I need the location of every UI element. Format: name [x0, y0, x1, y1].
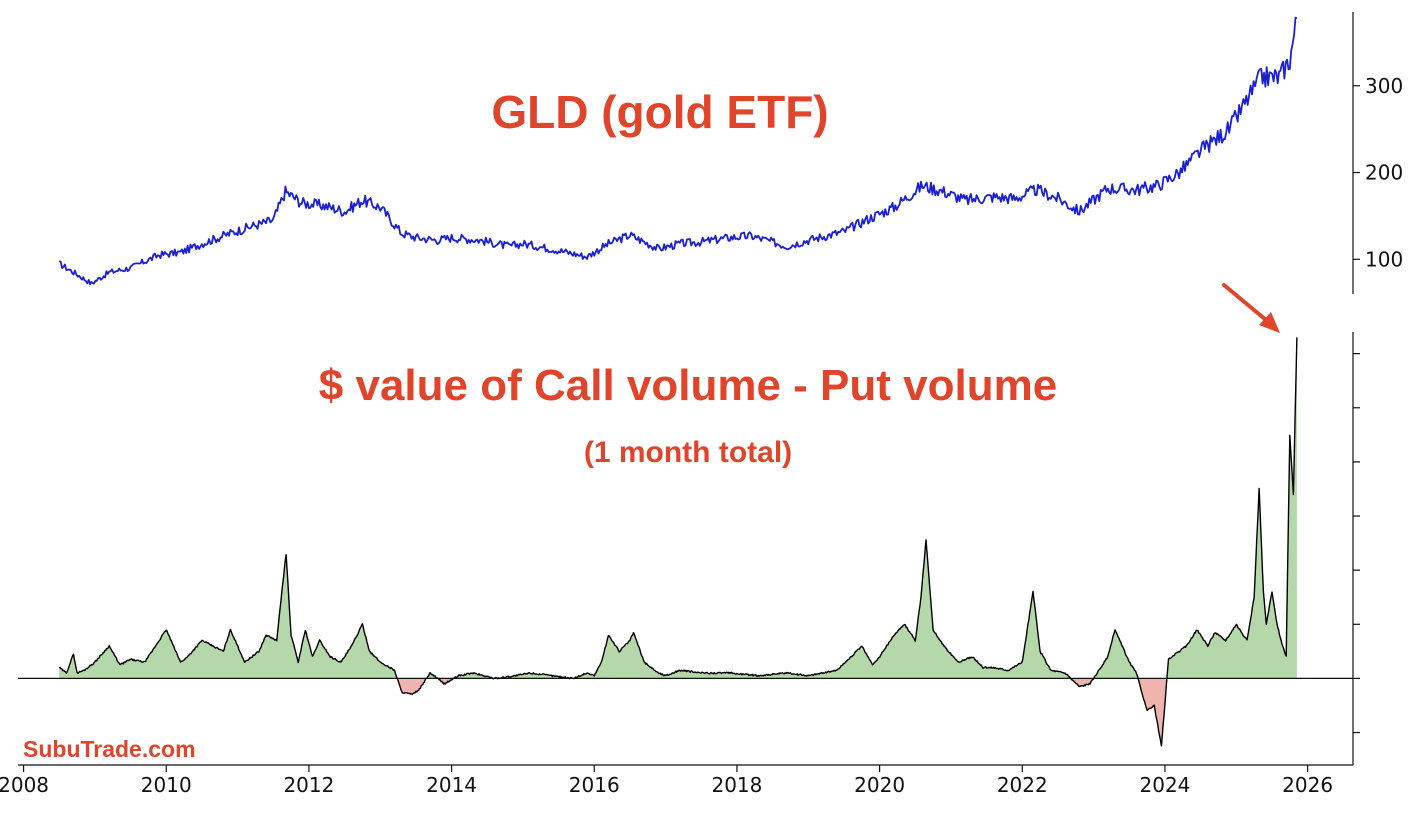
- x-tick-label-2020: 2020: [854, 773, 905, 797]
- call-put-panel: 2008 2010 2012 2014 2016 2018 2020 2022 2024 2026…: [0, 283, 1360, 797]
- call-put-fill-17: [1137, 675, 1167, 746]
- gld-price-panel: 100 200 300 GLD (gold ETF): [58, 12, 1403, 294]
- x-tick-label-2018: 2018: [711, 773, 762, 797]
- gld-title: GLD (gold ETF): [491, 86, 828, 138]
- call-put-fill-2: [426, 672, 438, 679]
- x-tick-label-2016: 2016: [569, 773, 620, 797]
- call-put-line: [58, 337, 1298, 747]
- call-put-y-ticks: [1353, 353, 1360, 734]
- x-tick-label-2008: 2008: [0, 773, 49, 797]
- call-put-title: $ value of Call volume - Put volume: [319, 361, 1057, 410]
- call-put-fill-10: [499, 672, 569, 679]
- watermark-subutrade: SubuTrade.com: [23, 736, 196, 762]
- highlight-arrow: [1222, 283, 1280, 333]
- call-put-fill-3: [437, 678, 453, 684]
- call-put-fill-1: [397, 678, 427, 695]
- gld-y-tick-label-300: 300: [1365, 74, 1403, 98]
- x-tick-label-2024: 2024: [1140, 773, 1191, 797]
- call-put-fill-0: [59, 554, 398, 679]
- call-put-fill-18: [1166, 337, 1297, 681]
- gld-price-line: [58, 16, 1298, 286]
- x-tick-label-2012: 2012: [283, 773, 334, 797]
- x-axis-ticks: 2008 2010 2012 2014 2016 2018 2020 2022 2024 2026: [0, 765, 1333, 797]
- call-put-subtitle: (1 month total): [584, 436, 792, 469]
- gld-y-ticks: 100 200 300: [1353, 74, 1403, 271]
- x-tick-label-2026: 2026: [1282, 773, 1333, 797]
- call-put-fill-14: [573, 539, 1071, 679]
- x-tick-label-2014: 2014: [426, 773, 477, 797]
- x-tick-label-2010: 2010: [141, 773, 192, 797]
- call-put-fill-16: [1093, 629, 1138, 680]
- call-put-fill-4: [452, 672, 492, 680]
- gld-y-tick-label-100: 100: [1365, 247, 1403, 271]
- x-tick-label-2022: 2022: [997, 773, 1048, 797]
- gld-y-tick-label-200: 200: [1365, 161, 1403, 185]
